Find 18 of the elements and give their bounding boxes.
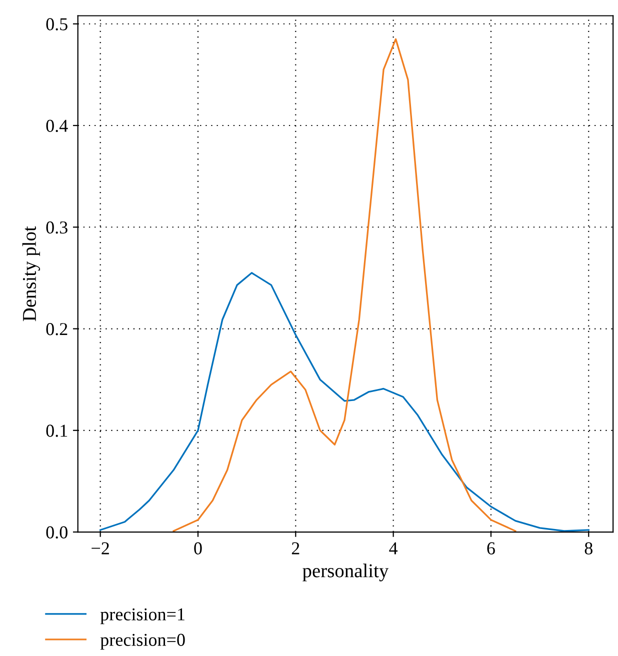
y-tick-label: 0.5 <box>46 18 68 30</box>
legend-label: precision=0 <box>100 634 185 650</box>
x-tick-label: −2 <box>92 542 109 554</box>
y-tick-label: 0.0 <box>46 526 68 539</box>
legend-label: precision=1 <box>100 608 184 624</box>
x-tick-label: 8 <box>584 542 592 554</box>
y-tick-label: 0.3 <box>46 221 68 234</box>
y-tick-label: 0.4 <box>46 120 68 132</box>
y-tick-label: 0.2 <box>46 323 68 336</box>
x-tick-label: 2 <box>292 542 300 554</box>
x-tick-label: 4 <box>389 542 398 554</box>
x-tick-label: 0 <box>194 542 202 554</box>
y-tick-label: 0.1 <box>46 424 68 437</box>
y-axis-title: Density plot <box>22 226 40 322</box>
line-series <box>172 38 516 532</box>
x-tick-label: 6 <box>487 542 495 554</box>
x-axis-title: personality <box>302 564 389 582</box>
line-series <box>99 272 590 532</box>
